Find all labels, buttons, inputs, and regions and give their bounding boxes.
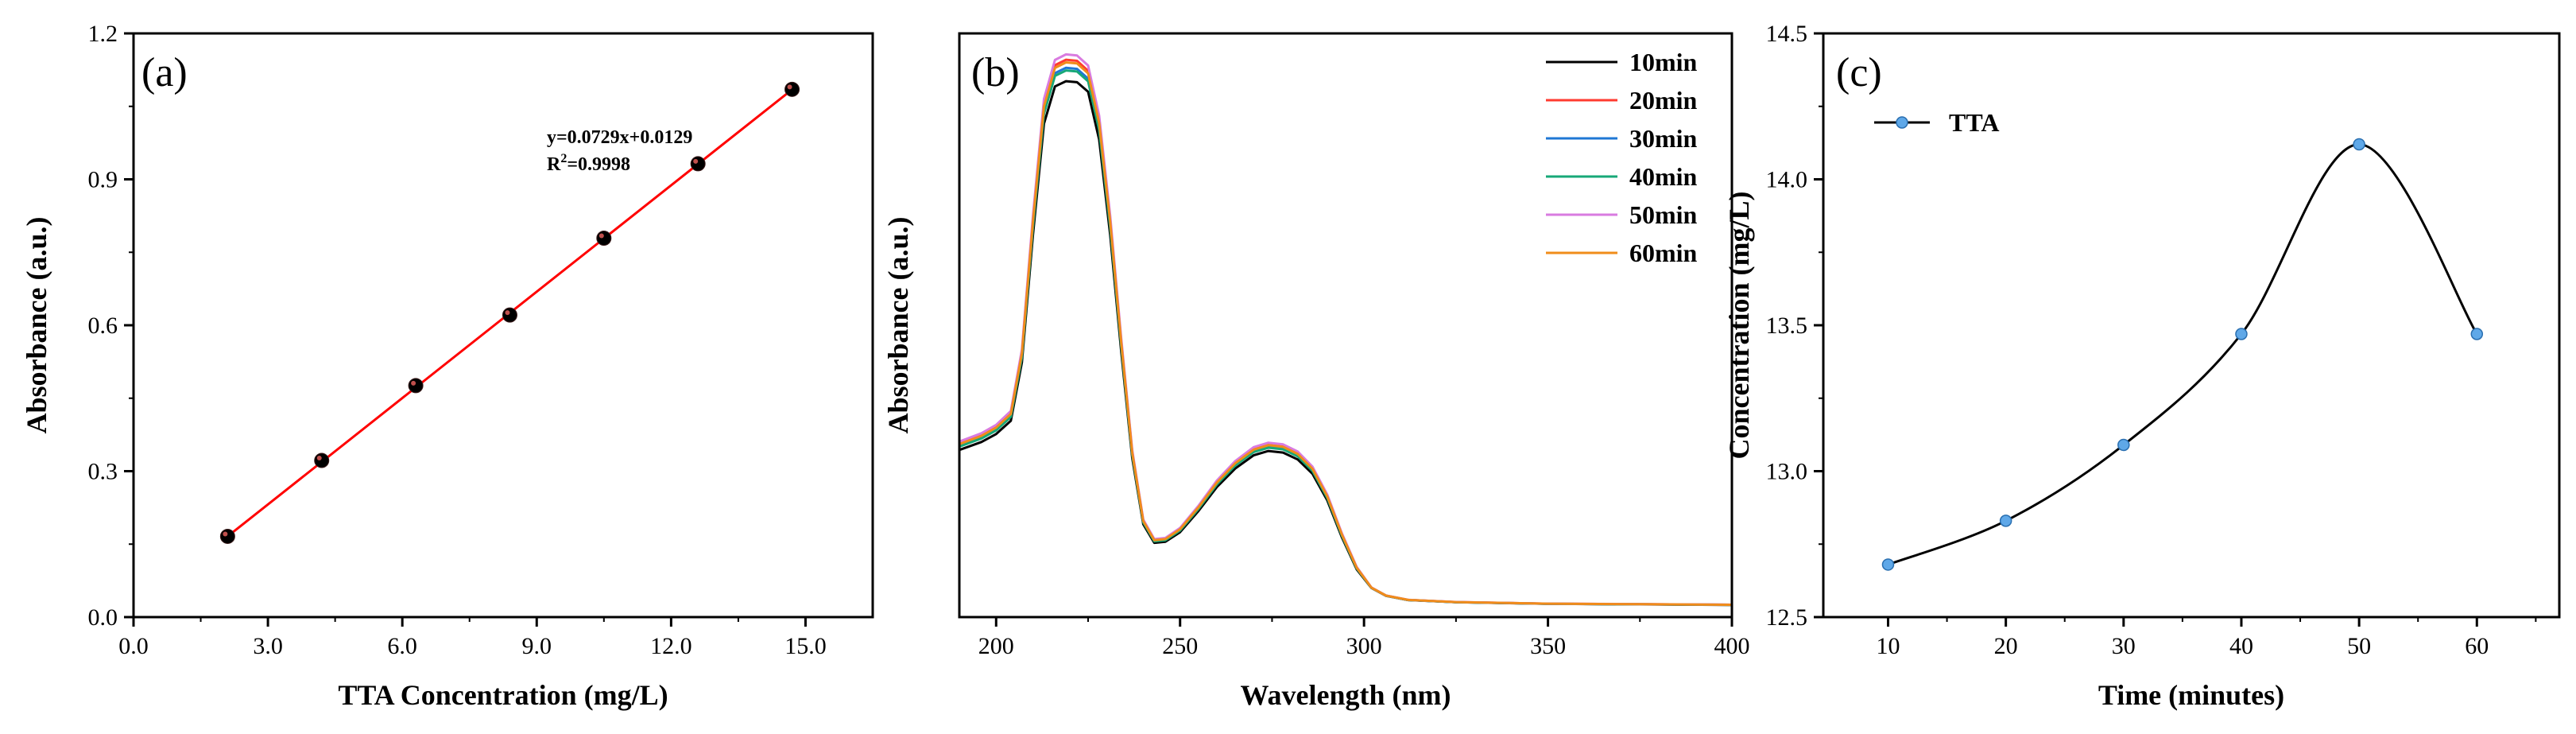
- panel-a-data-point: [690, 156, 706, 172]
- panel-b-legend-label: 20min: [1629, 86, 1698, 115]
- panel-b-x-tick-label: 400: [1714, 633, 1750, 659]
- panel-c: 10 20 30 40 50 60 12.5 13.0 13.5 14.0 14.5 TTA (c…: [1723, 21, 2561, 711]
- panel-c-x-tick-label: 50: [2347, 633, 2371, 659]
- panel-b-x-axis-title: Wavelength (nm): [1241, 679, 1451, 711]
- panel-b-x-tick-label: 200: [978, 633, 1014, 659]
- panel-a-y-tick-label: 0.0: [88, 604, 118, 631]
- panel-c-label: (c): [1836, 50, 1882, 95]
- panel-b-series-20min: [959, 58, 1733, 606]
- panel-c-y-axis-title: Concentration (mg/L): [1723, 192, 1755, 460]
- panel-c-x-tick-label: 60: [2465, 633, 2489, 659]
- panel-c-y-tick-label: 14.5: [1766, 21, 1808, 47]
- panel-a-y-tick-label: 0.3: [88, 459, 118, 485]
- panel-c-data-point: [2353, 138, 2365, 151]
- panel-a: 0.0 3.0 6.0 9.0 12.0 15.0 0.0 0.3 0.6 0.9 1.2 (a)…: [21, 21, 874, 711]
- panel-c-data-point: [1999, 515, 2012, 527]
- panel-c-plot-area: [1881, 138, 2484, 571]
- panel-c-data-point: [2117, 438, 2130, 452]
- panel-a-x-tick-label: 3.0: [253, 633, 283, 659]
- panel-c-y-axis: 12.5 13.0 13.5 14.0 14.5: [1766, 21, 1823, 631]
- panel-b-series-30min: [959, 66, 1733, 606]
- panel-b-series-40min: [959, 69, 1733, 607]
- panel-a-data-point: [502, 307, 517, 323]
- panel-c-series-line: [1887, 142, 2478, 566]
- panel-b-series-60min: [959, 61, 1733, 606]
- panel-a-data-point-highlight: [693, 158, 699, 164]
- panel-a-label: (a): [141, 50, 188, 95]
- panel-b-plot-area: [959, 52, 1733, 607]
- panel-a-r-squared: R2=0.9998: [547, 152, 630, 175]
- panel-a-data-point: [596, 231, 612, 247]
- panel-b-legend-label: 40min: [1629, 162, 1698, 191]
- panel-b-x-axis: 200 250 300 350 400: [978, 617, 1750, 659]
- panel-c-data-point: [1881, 558, 1895, 571]
- panel-b: 200 250 300 350 400 10min 20min 30min 40min 50mi…: [882, 32, 1750, 711]
- panel-b-series-10min: [959, 80, 1733, 607]
- panel-a-data-point: [408, 378, 424, 394]
- panel-a-x-axis: 0.0 3.0 6.0 9.0 12.0 15.0: [118, 617, 827, 659]
- panel-a-x-tick-label: 6.0: [387, 633, 417, 659]
- panel-b-x-tick-label: 350: [1530, 633, 1566, 659]
- panel-c-y-tick-label: 13.0: [1766, 459, 1808, 485]
- panel-a-frame: [132, 32, 874, 619]
- panel-c-x-axis-title: Time (minutes): [2098, 679, 2284, 711]
- panel-a-data-point-highlight: [787, 84, 792, 90]
- panel-a-data-point-highlight: [223, 531, 228, 537]
- panel-c-y-tick-label: 14.0: [1766, 167, 1808, 193]
- panel-a-data-point: [784, 81, 800, 97]
- panel-c-x-tick-label: 30: [2112, 633, 2136, 659]
- panel-a-data-point-highlight: [505, 310, 510, 316]
- panel-b-y-axis-title: Absorbance (a.u.): [882, 216, 914, 433]
- panel-b-legend-label: 30min: [1629, 124, 1698, 153]
- panel-c-y-tick-label: 12.5: [1766, 604, 1808, 631]
- panel-a-y-axis-title: Absorbance (a.u.): [21, 216, 52, 433]
- panel-a-x-tick-label: 12.0: [650, 633, 692, 659]
- panel-c-legend: TTA: [1874, 108, 1999, 137]
- panel-c-legend-marker: [1896, 116, 1908, 129]
- panel-b-label: (b): [971, 50, 1020, 95]
- panel-a-y-axis: 0.0 0.3 0.6 0.9 1.2: [88, 21, 134, 631]
- panel-c-data-point: [2470, 328, 2484, 340]
- panel-b-x-tick-label: 250: [1162, 633, 1198, 659]
- panel-c-x-tick-label: 40: [2229, 633, 2253, 659]
- panel-c-legend-label: TTA: [1949, 108, 1999, 137]
- panel-b-series-50min: [959, 52, 1733, 606]
- panel-b-legend-label: 60min: [1629, 239, 1698, 267]
- panel-a-plot-area: [219, 81, 800, 544]
- panel-a-x-tick-label: 15.0: [784, 633, 827, 659]
- panel-a-equation: y=0.0729x+0.0129: [547, 127, 692, 148]
- panel-a-data-point-highlight: [411, 380, 416, 386]
- panel-a-data-point: [219, 528, 235, 544]
- panel-a-y-tick-label: 1.2: [88, 21, 118, 47]
- panel-b-legend-label: 10min: [1629, 48, 1698, 76]
- panel-c-frame: [1822, 32, 2561, 619]
- panel-b-legend-label: 50min: [1629, 200, 1698, 229]
- panel-a-y-tick-label: 0.6: [88, 313, 118, 339]
- panel-b-legend: 10min 20min 30min 40min 50min 60min: [1546, 48, 1698, 267]
- panel-a-x-tick-label: 9.0: [522, 633, 552, 659]
- panel-a-x-axis-title: TTA Concentration (mg/L): [338, 679, 668, 711]
- panel-c-data-point: [2235, 328, 2248, 340]
- panel-b-frame: [958, 32, 1733, 619]
- panel-a-data-point-highlight: [598, 233, 604, 239]
- panel-c-x-tick-label: 20: [1994, 633, 2018, 659]
- panel-a-x-tick-label: 0.0: [118, 633, 149, 659]
- panel-b-x-tick-label: 300: [1346, 633, 1382, 659]
- panel-c-x-axis: 10 20 30 40 50 60: [1876, 617, 2537, 659]
- panel-a-data-point: [314, 452, 330, 468]
- panel-a-data-point-highlight: [316, 456, 322, 461]
- panel-c-y-tick-label: 13.5: [1766, 313, 1808, 339]
- panel-a-y-tick-label: 0.9: [88, 167, 118, 193]
- panel-c-x-tick-label: 10: [1876, 633, 1900, 659]
